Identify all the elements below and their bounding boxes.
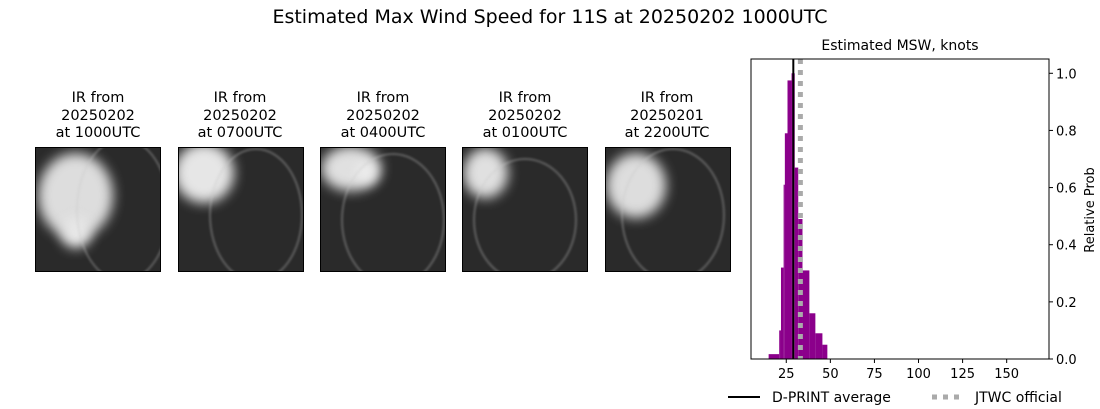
histogram-bar bbox=[779, 330, 781, 359]
y-axis-label: Relative Prob bbox=[1083, 167, 1098, 252]
figure-title: Estimated Max Wind Speed for 11S at 2025… bbox=[272, 6, 828, 28]
histogram-bar bbox=[787, 80, 792, 359]
y-tick-label: 0.6 bbox=[1056, 182, 1077, 197]
x-tick-label: 150 bbox=[994, 367, 1019, 382]
x-tick-label: 50 bbox=[822, 367, 839, 382]
x-tick-label: 125 bbox=[950, 367, 975, 382]
ir-image-4 bbox=[462, 147, 588, 272]
histogram-bar bbox=[802, 270, 810, 359]
legend-jtwc-label: JTWC official bbox=[974, 390, 1062, 406]
ir-image-5 bbox=[605, 147, 731, 272]
x-tick-label: 100 bbox=[906, 367, 931, 382]
histogram-bar bbox=[783, 184, 785, 359]
x-tick-label: 25 bbox=[778, 367, 795, 382]
histogram-bar bbox=[794, 167, 799, 359]
histogram-bar bbox=[780, 267, 784, 359]
histogram-bar bbox=[822, 344, 828, 359]
chart-title: Estimated MSW, knots bbox=[821, 38, 978, 54]
histogram-bar bbox=[768, 354, 780, 359]
y-tick-label: 1.0 bbox=[1056, 67, 1077, 82]
histogram-bar bbox=[798, 219, 803, 359]
ir-image-2 bbox=[178, 147, 304, 272]
histogram-bar bbox=[809, 313, 816, 359]
panel-label-1: IR from 20250202 at 1000UTC bbox=[55, 90, 141, 141]
y-tick-label: 0.4 bbox=[1056, 239, 1077, 254]
legend-dprint-label: D-PRINT average bbox=[772, 390, 891, 406]
panel-label-4: IR from 20250202 at 0100UTC bbox=[482, 90, 568, 141]
y-tick-label: 0.0 bbox=[1056, 353, 1077, 368]
plot-frame bbox=[750, 58, 1050, 360]
y-tick-label: 0.2 bbox=[1056, 296, 1077, 311]
panel-label-5: IR from 20250201 at 2200UTC bbox=[624, 90, 710, 141]
panel-label-2: IR from 20250202 at 0700UTC bbox=[197, 90, 283, 141]
panel-label-3: IR from 20250202 at 0400UTC bbox=[340, 90, 426, 141]
ir-image-3 bbox=[320, 147, 446, 272]
ir-image-1 bbox=[35, 147, 161, 272]
histogram-bar bbox=[815, 333, 823, 359]
x-tick-label: 75 bbox=[866, 367, 883, 382]
histogram-bar bbox=[784, 133, 788, 359]
y-tick-label: 0.8 bbox=[1056, 124, 1077, 139]
